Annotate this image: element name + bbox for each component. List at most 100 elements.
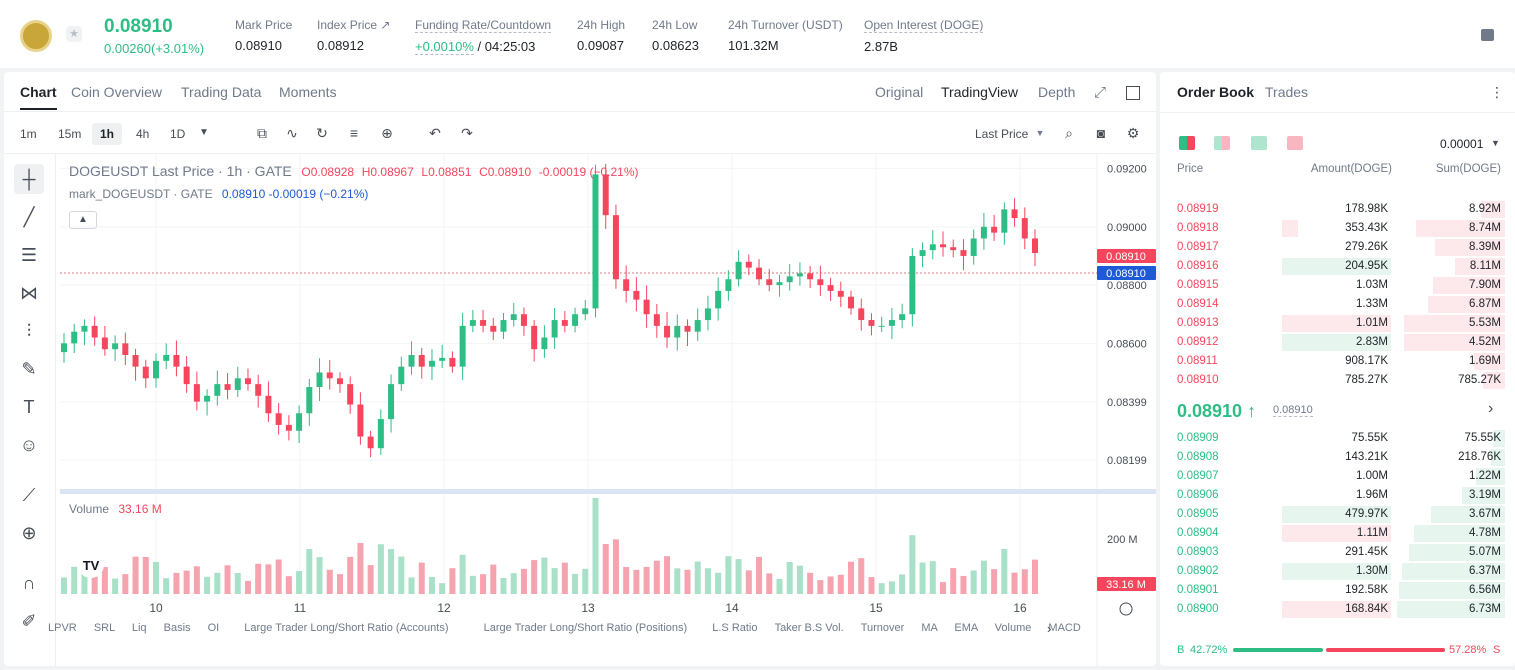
bid-row[interactable]: 0.08903 291.45K 5.07M xyxy=(1160,543,1515,562)
book-icon[interactable] xyxy=(1481,29,1494,41)
bid-row[interactable]: 0.08904 1.11M 4.78M xyxy=(1160,524,1515,543)
replay-icon[interactable]: ↻ xyxy=(316,125,328,141)
bid-row[interactable]: 0.08901 192.58K 6.56M xyxy=(1160,581,1515,600)
timeframe-1d[interactable]: 1D xyxy=(170,127,186,141)
layout-both-icon[interactable] xyxy=(1179,136,1195,150)
bid-row[interactable]: 0.08906 1.96M 3.19M xyxy=(1160,486,1515,505)
fib-icon[interactable]: ⫶ xyxy=(26,321,32,341)
price-chart[interactable]: 0.09200 0.09000 0.08800 0.08600 0.08399 0.081… xyxy=(60,154,1156,666)
indicator-macd[interactable]: MACD xyxy=(1048,622,1081,634)
tab-original[interactable]: Original xyxy=(875,84,924,100)
price-type-chevron-icon[interactable]: ▼ xyxy=(1035,128,1045,138)
more-arrow-icon[interactable]: › xyxy=(1488,400,1494,417)
pattern-icon[interactable]: ⋈ xyxy=(20,283,38,303)
time-axis-tick: 15 xyxy=(869,601,883,615)
indicator-liq[interactable]: Liq xyxy=(131,622,147,634)
emoji-icon[interactable]: ☺ xyxy=(19,435,39,455)
time-axis-tick: 16 xyxy=(1013,601,1027,615)
search-icon[interactable]: ⌕ xyxy=(1065,125,1073,141)
horizontal-lines-icon[interactable]: ☰ xyxy=(20,245,38,265)
indicator-scroll-right-icon[interactable]: › xyxy=(1047,621,1052,636)
crosshair-icon[interactable]: ┼ xyxy=(14,164,44,194)
indicator-volume[interactable]: Volume xyxy=(994,622,1032,634)
indicator-srl[interactable]: SRL xyxy=(93,622,115,634)
pane-separator[interactable] xyxy=(60,489,1156,494)
indicators-icon[interactable]: ∿ xyxy=(286,125,298,141)
undo-icon[interactable]: ↶ xyxy=(429,125,441,141)
tab-chart[interactable]: Chart xyxy=(20,84,57,110)
precision-chevron-icon[interactable]: ▼ xyxy=(1491,138,1500,148)
tradingview-logo[interactable] xyxy=(78,552,104,578)
pencil-lock-icon[interactable]: ✐ xyxy=(21,611,37,631)
tab-tradingview[interactable]: TradingView xyxy=(941,84,1019,100)
tab-trading-data[interactable]: Trading Data xyxy=(181,84,262,100)
tab-depth[interactable]: Depth xyxy=(1038,84,1076,100)
settings-gear-icon[interactable]: ⚙ xyxy=(1126,125,1140,141)
collapse-legend-button[interactable]: ▲ xyxy=(69,211,97,229)
bid-row[interactable]: 0.08907 1.00M 1.22M xyxy=(1160,467,1515,486)
precision-select[interactable]: 0.00001 xyxy=(1440,137,1484,151)
indicator-large-trader-accounts[interactable]: Large Trader Long/Short Ratio (Accounts) xyxy=(244,622,449,634)
window-icon[interactable] xyxy=(1126,86,1140,100)
candle xyxy=(561,311,568,333)
indicator-oi[interactable]: OI xyxy=(207,622,220,634)
bid-row[interactable]: 0.08900 168.84K 6.73M xyxy=(1160,600,1515,619)
indicator-ema[interactable]: EMA xyxy=(954,622,978,634)
indicator-taker-vol[interactable]: Taker B.S Vol. xyxy=(774,622,844,634)
funding-rate-value[interactable]: +0.0010% xyxy=(415,39,474,55)
stat-funding-rate[interactable]: Funding Rate/Countdown +0.0010% / 04:25:… xyxy=(415,18,552,55)
magnet-icon[interactable]: ∩ xyxy=(22,573,36,593)
layout-split-icon[interactable] xyxy=(1214,136,1230,150)
timeframe-1m[interactable]: 1m xyxy=(20,127,37,141)
candle xyxy=(531,319,538,362)
tab-moments[interactable]: Moments xyxy=(279,84,337,100)
timeframe-1h[interactable]: 1h xyxy=(92,123,123,145)
bid-row[interactable]: 0.08905 479.97K 3.67M xyxy=(1160,505,1515,524)
indicator-lpvr[interactable]: LPVR xyxy=(48,622,77,634)
bid-row[interactable]: 0.08908 143.21K 218.76K xyxy=(1160,448,1515,467)
timeframe-4h[interactable]: 4h xyxy=(136,127,150,141)
price-cell: 0.08907 xyxy=(1177,470,1219,482)
zoom-in-icon[interactable]: ⊕ xyxy=(21,523,37,543)
tab-trades[interactable]: Trades xyxy=(1265,84,1309,100)
template-icon[interactable]: ≡ xyxy=(349,125,359,141)
indicator-turnover[interactable]: Turnover xyxy=(860,622,905,634)
ask-row[interactable]: 0.08918 353.43K 8.74M xyxy=(1160,219,1515,238)
price-type-select[interactable]: Last Price xyxy=(975,127,1029,141)
tab-order-book[interactable]: Order Book xyxy=(1177,84,1255,100)
chart-settings-icon[interactable] xyxy=(1119,602,1133,616)
timeframe-15m[interactable]: 15m xyxy=(58,127,82,141)
text-tool-icon[interactable]: T xyxy=(23,397,35,417)
indicator-large-trader-positions[interactable]: Large Trader Long/Short Ratio (Positions… xyxy=(483,622,688,634)
ask-row[interactable]: 0.08911 908.17K 1.69M xyxy=(1160,352,1515,371)
redo-icon[interactable]: ↷ xyxy=(461,125,473,141)
candle xyxy=(919,242,926,268)
stat-index-price[interactable]: Index Price ↗ 0.08912 xyxy=(317,18,391,53)
indicator-ls-ratio[interactable]: L.S Ratio xyxy=(712,622,758,634)
favorite-star-icon[interactable]: ★ xyxy=(66,26,82,42)
indicator-basis[interactable]: Basis xyxy=(163,622,191,634)
layout-bids-icon[interactable] xyxy=(1251,136,1267,150)
trendline-icon[interactable]: ╱ xyxy=(23,207,35,227)
add-indicator-icon[interactable]: ⊕ xyxy=(381,125,393,141)
bid-row[interactable]: 0.08909 75.55K 75.55K xyxy=(1160,429,1515,448)
ask-row[interactable]: 0.08910 785.27K 785.27K xyxy=(1160,371,1515,390)
candle-type-icon[interactable]: ⧉ xyxy=(257,125,267,141)
ask-row[interactable]: 0.08913 1.01M 5.53M xyxy=(1160,314,1515,333)
tab-coin-overview[interactable]: Coin Overview xyxy=(71,84,163,100)
expand-icon[interactable]: ⤢ xyxy=(1094,84,1107,101)
indicator-ma[interactable]: MA xyxy=(921,622,938,634)
ask-row[interactable]: 0.08912 2.83M 4.52M xyxy=(1160,333,1515,352)
camera-icon[interactable]: ◙ xyxy=(1096,125,1106,141)
ask-row[interactable]: 0.08919 178.98K 8.92M xyxy=(1160,200,1515,219)
ask-row[interactable]: 0.08917 279.26K 8.39M xyxy=(1160,238,1515,257)
timeframe-dropdown-icon[interactable]: ▼ xyxy=(199,127,209,138)
ruler-icon[interactable]: ⟋ xyxy=(22,485,36,505)
bid-row[interactable]: 0.08902 1.30M 6.37M xyxy=(1160,562,1515,581)
brush-icon[interactable]: ✎ xyxy=(21,359,37,379)
ask-row[interactable]: 0.08914 1.33M 6.87M xyxy=(1160,295,1515,314)
more-menu-icon[interactable]: ⋮ xyxy=(1490,84,1504,100)
ask-row[interactable]: 0.08915 1.03M 7.90M xyxy=(1160,276,1515,295)
ask-row[interactable]: 0.08916 204.95K 8.11M xyxy=(1160,257,1515,276)
layout-asks-icon[interactable] xyxy=(1287,136,1303,150)
